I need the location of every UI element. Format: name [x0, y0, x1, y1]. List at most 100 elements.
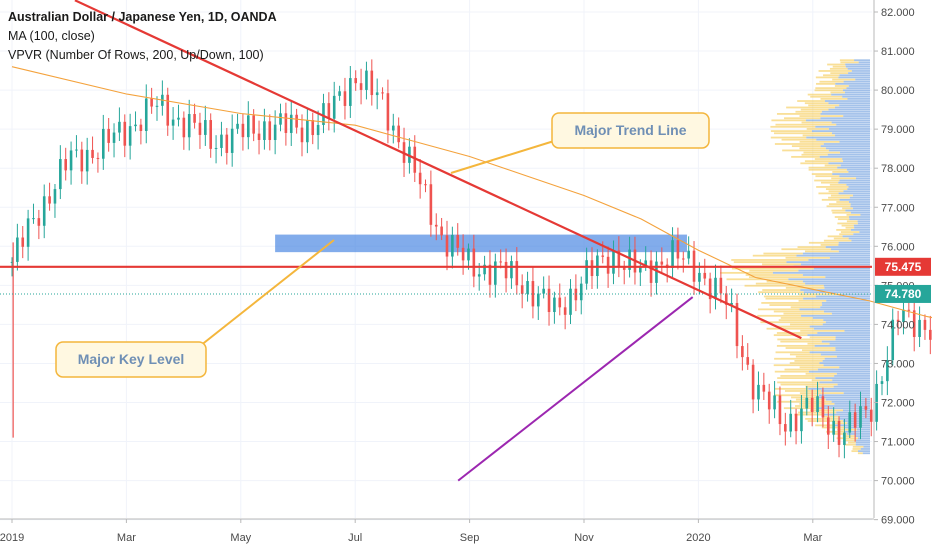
candle-body: [322, 103, 325, 125]
vp-bar-down: [806, 128, 829, 130]
candle-body: [295, 114, 298, 128]
vp-bar-up: [846, 87, 870, 90]
vp-bar-down: [766, 327, 814, 330]
candle-body: [859, 406, 862, 428]
vp-bar-up: [825, 147, 870, 150]
candle-body: [332, 95, 336, 119]
vp-bar-up: [822, 304, 870, 306]
vp-bar-down: [770, 136, 807, 139]
vp-bar-up: [854, 226, 870, 229]
vp-bar-down: [774, 394, 819, 397]
vp-bar-down: [818, 192, 839, 195]
candle-body: [515, 261, 519, 286]
vp-bar-up: [831, 93, 870, 96]
candle-body: [252, 115, 255, 134]
candle-body: [714, 277, 717, 300]
vp-bar-down: [845, 226, 855, 229]
candle-body: [182, 117, 186, 138]
candle-body: [606, 256, 610, 274]
candle-body: [585, 260, 588, 284]
candle-body: [698, 272, 701, 282]
candle-body: [520, 285, 524, 294]
candle-body: [531, 281, 535, 307]
vp-bar-down: [761, 302, 822, 304]
vp-bar-up: [834, 424, 870, 427]
candle-body: [365, 70, 368, 90]
candle-body: [880, 381, 884, 384]
vp-bar-down: [799, 140, 840, 143]
vp-bar-up: [819, 155, 870, 158]
y-tick-label: 76.000: [881, 241, 915, 253]
vp-bar-up: [814, 344, 870, 347]
vp-bar-down: [769, 304, 823, 306]
vp-bar-up: [822, 405, 870, 407]
vp-bar-down: [726, 278, 789, 281]
candle-body: [504, 261, 508, 279]
vp-bar-down: [808, 241, 839, 244]
vp-bar-down: [827, 235, 843, 238]
vp-bar-up: [838, 76, 870, 79]
candle-body: [542, 288, 545, 294]
vp-bar-down: [802, 349, 836, 352]
vp-bar-up: [839, 140, 870, 143]
vp-bar-down: [848, 441, 856, 444]
vp-bar-down: [851, 450, 859, 453]
vp-bar-up: [800, 289, 870, 291]
vp-bar-up: [862, 452, 870, 455]
vp-bar-down: [803, 151, 840, 154]
key-callout-label: Major Key Level: [78, 351, 185, 367]
candle-body: [75, 149, 78, 151]
vp-bar-down: [836, 201, 849, 203]
candle-body: [681, 258, 685, 260]
vp-bar-up: [853, 233, 870, 236]
candle-body: [563, 307, 567, 315]
vp-bar-down: [771, 119, 806, 122]
vp-bar-up: [798, 269, 870, 272]
x-tick-label: 2019: [0, 532, 24, 544]
vp-bar-up: [822, 360, 870, 362]
candle-body: [273, 124, 277, 141]
candle-body: [424, 184, 427, 186]
vp-bar-up: [822, 413, 870, 416]
vp-bar-down: [791, 155, 820, 158]
vp-bar-down: [811, 379, 833, 382]
vp-bar-down: [814, 179, 840, 182]
vp-bar-up: [825, 321, 870, 324]
candle-body: [327, 103, 331, 119]
vp-bar-up: [834, 106, 870, 109]
vp-bar-up: [851, 239, 870, 242]
candle-body: [628, 249, 631, 270]
vp-bar-down: [797, 246, 826, 248]
vp-bar-up: [816, 407, 870, 410]
vp-bar-down: [852, 445, 864, 448]
vp-bar-up: [847, 433, 870, 435]
vp-bar-down: [780, 340, 822, 343]
candle-body: [85, 149, 89, 172]
candle-body: [16, 237, 19, 262]
candle-body: [21, 237, 25, 247]
vp-bar-down: [842, 207, 853, 210]
vp-bar-up: [838, 244, 870, 246]
vp-bar-up: [842, 158, 870, 160]
vp-bar-up: [842, 95, 870, 98]
candle-body: [306, 120, 309, 143]
y-tick-label: 78.000: [881, 163, 915, 175]
vp-bar-up: [831, 400, 870, 403]
volume-profile: [720, 59, 870, 455]
candle-body: [751, 364, 755, 400]
vp-bar-down: [816, 82, 836, 85]
vp-bar-up: [846, 183, 870, 186]
candle-body: [59, 159, 62, 190]
vp-bar-up: [860, 448, 870, 450]
candle-body: [660, 261, 664, 265]
vp-bar-up: [812, 317, 870, 319]
vp-bar-down: [820, 97, 848, 100]
vp-bar-up: [827, 153, 870, 156]
vp-bar-down: [832, 78, 856, 81]
candle-body: [805, 397, 809, 409]
chart-legend: Australian Dollar / Japanese Yen, 1D, OA…: [8, 8, 277, 65]
vp-bar-up: [815, 125, 870, 128]
y-tick-label: 71.000: [881, 437, 915, 449]
vp-bar-down: [784, 117, 821, 120]
vp-bar-down: [837, 218, 850, 221]
